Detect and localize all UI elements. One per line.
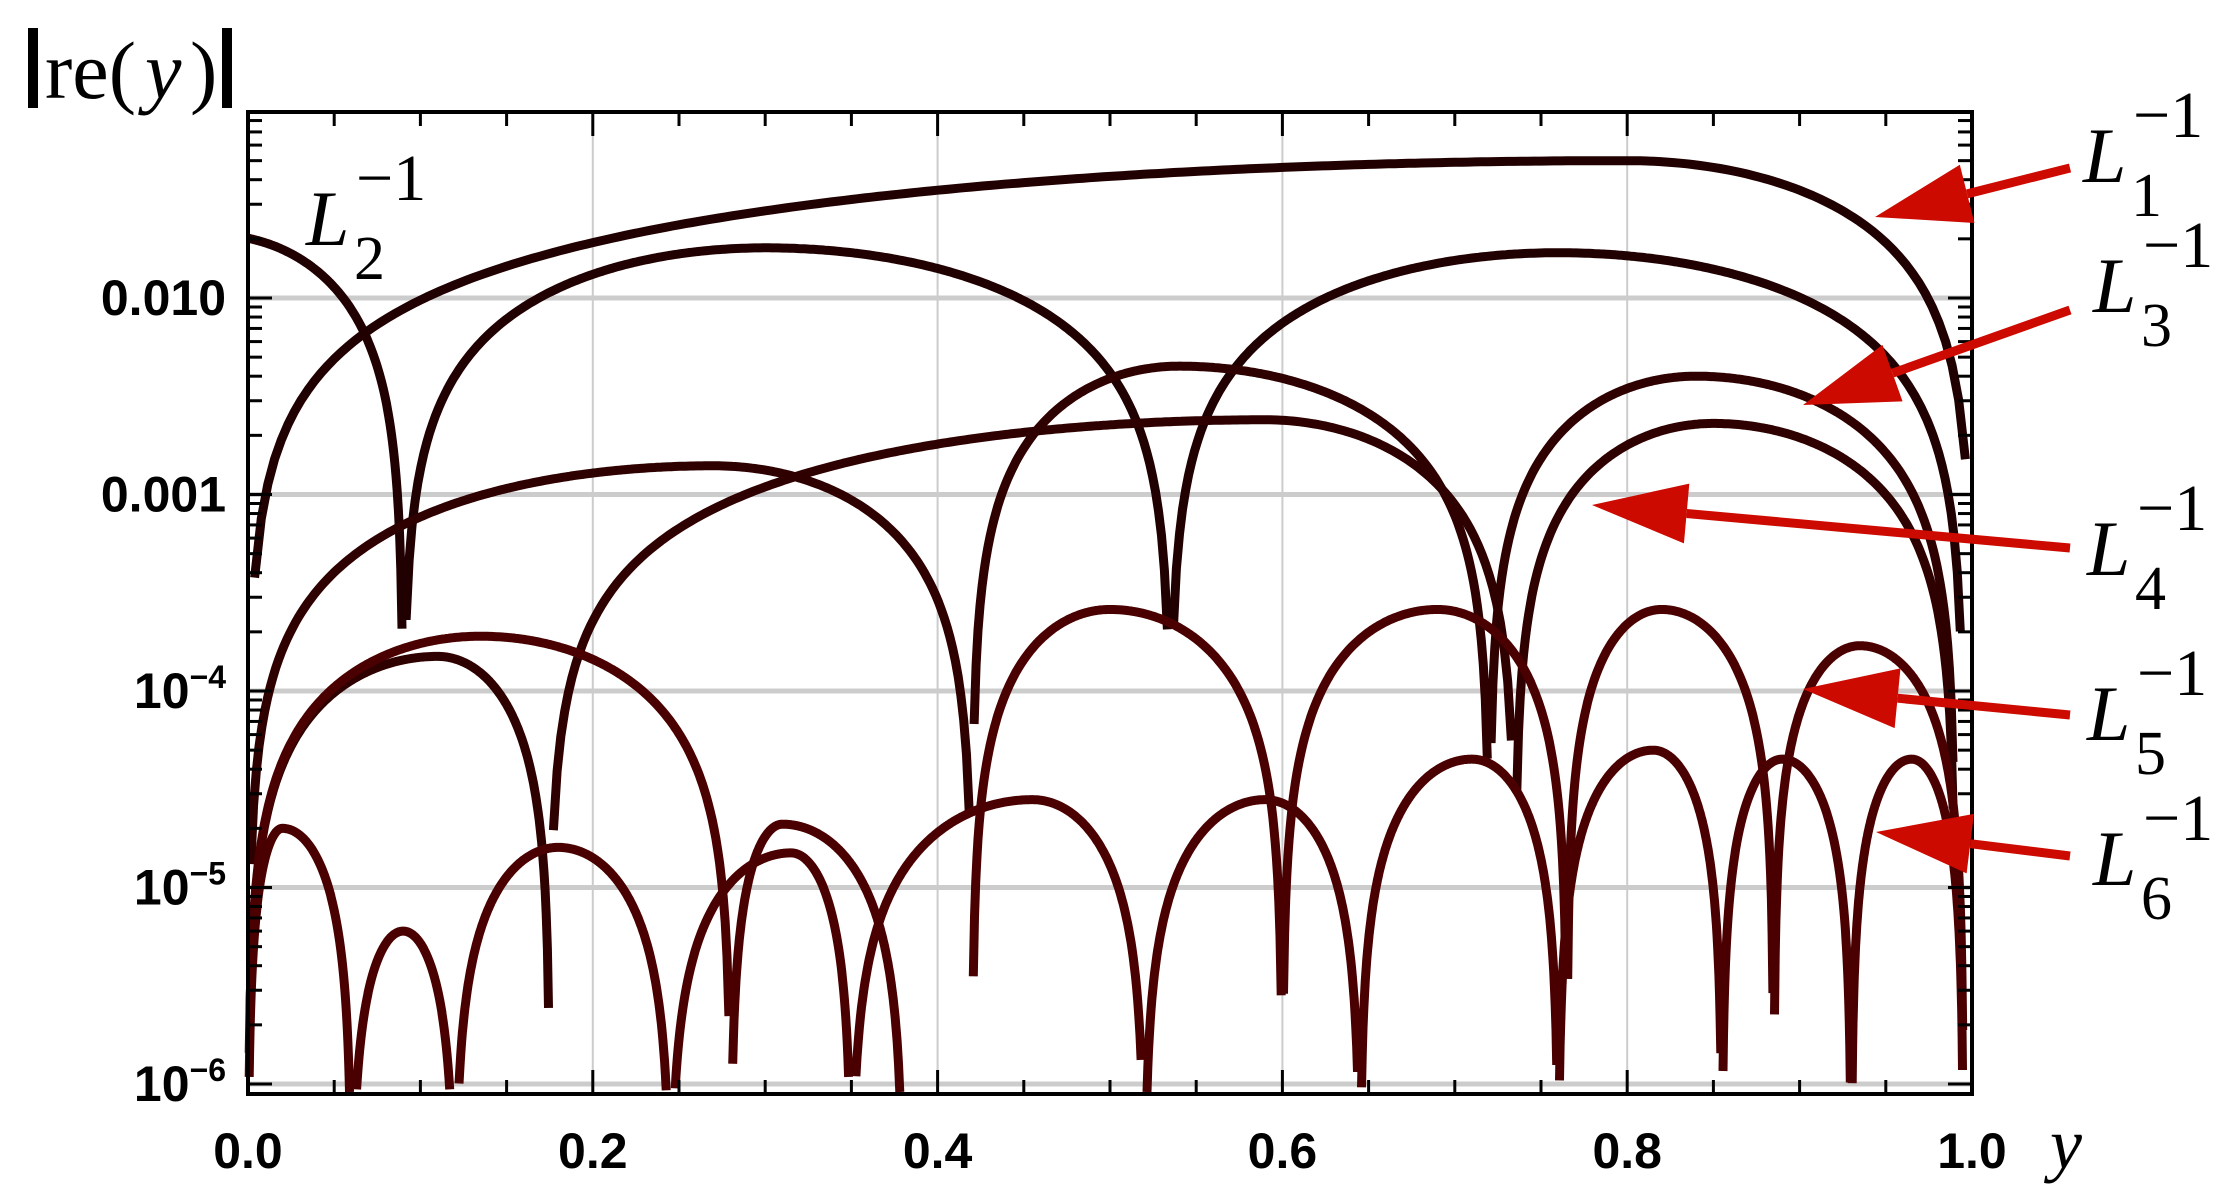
y-tick-label: 0.010 (101, 270, 226, 326)
arrow-head-icon (1803, 668, 1901, 729)
arrow-head-icon (1803, 344, 1903, 405)
arrow-shaft (1897, 693, 2071, 720)
y-tick-label: 10−6 (134, 1052, 226, 1112)
y-tick-label: 0.001 (101, 467, 226, 523)
series-L51 (245, 605, 1968, 1093)
y-tick-labels: 0.010 0.001 10−4 10−5 10−6 (101, 270, 226, 1112)
arrow-shaft (1686, 509, 2071, 553)
annotation-label-superscript: −1 (2137, 637, 2207, 710)
series-line (244, 233, 1965, 632)
annotation-label-subscript: 5 (2135, 720, 2166, 788)
annotation-L3: L 3 −1 (1803, 209, 2213, 405)
arrow-head-icon (1875, 164, 1975, 223)
series-annotations: L 1−1L 3−1L 4−1L 5−1L 6−1L 2−1 (305, 79, 2213, 933)
arrow-head-icon (1592, 483, 1690, 544)
arrow-shaft (1966, 163, 2072, 199)
arrow-shaft (1890, 305, 2072, 378)
abs-bar-left (28, 28, 38, 108)
x-tick-labels: 0.0 0.2 0.4 0.6 0.8 1.0 (213, 1123, 2007, 1179)
y-tick-label: 10−4 (134, 659, 226, 719)
annotation-L2: L 2 −1 (305, 142, 426, 293)
annotation-label-subscript: 6 (2141, 865, 2172, 933)
annotation-label-L: L (2086, 670, 2130, 757)
annotation-label-subscript: 1 (2131, 162, 2162, 230)
y-tick-label: 10−5 (134, 856, 226, 916)
annotation-label-superscript: −1 (2143, 782, 2213, 855)
annotation-label-superscript: −1 (356, 142, 426, 215)
annotation-label-subscript: 3 (2141, 292, 2172, 360)
x-tick-label: 0.8 (1592, 1123, 1662, 1179)
annotation-L4: L 4 −1 (1592, 472, 2207, 623)
series-line (244, 745, 1967, 1093)
abs-bar-right (222, 28, 232, 108)
annotation-L6: L 6 −1 (1876, 782, 2213, 933)
series-L31 (246, 361, 1958, 865)
series-L21 (244, 233, 1965, 632)
annotation-L1: L 1 −1 (1875, 79, 2203, 230)
annotation-label-L: L (2092, 815, 2136, 902)
annotation-label-L: L (2086, 505, 2130, 592)
y-axis-title-re: re( (45, 25, 136, 116)
series-line (250, 156, 1970, 579)
annotation-label-superscript: −1 (2143, 209, 2213, 282)
annotation-label-subscript: 2 (354, 225, 385, 293)
y-axis-title-close: ) (190, 25, 217, 116)
arrow-head-icon (1876, 813, 1974, 874)
annotation-label-subscript: 4 (2135, 555, 2166, 623)
x-tick-label: 1.0 (1937, 1123, 2007, 1179)
y-axis-title: re( y ) (28, 25, 232, 116)
series-L61 (244, 745, 1967, 1093)
annotation-label-superscript: −1 (2133, 79, 2203, 152)
x-axis-title: y (2043, 1104, 2082, 1184)
y-axis-title-var: y (138, 25, 182, 116)
series-line (246, 361, 1958, 865)
annotation-label-L: L (2092, 242, 2136, 329)
data-series (244, 156, 1970, 1093)
x-tick-label: 0.4 (903, 1123, 973, 1179)
x-tick-label: 0.2 (558, 1123, 628, 1179)
annotation-label-L: L (305, 175, 349, 262)
x-tick-label: 0.0 (213, 1123, 283, 1179)
series-L11 (250, 156, 1970, 579)
annotation-label-superscript: −1 (2137, 472, 2207, 545)
annotation-L5: L 5 −1 (1803, 637, 2207, 788)
series-line (245, 605, 1968, 1093)
arrow-shaft (1969, 839, 2071, 861)
annotation-label-L: L (2082, 112, 2126, 199)
x-tick-label: 0.6 (1248, 1123, 1318, 1179)
